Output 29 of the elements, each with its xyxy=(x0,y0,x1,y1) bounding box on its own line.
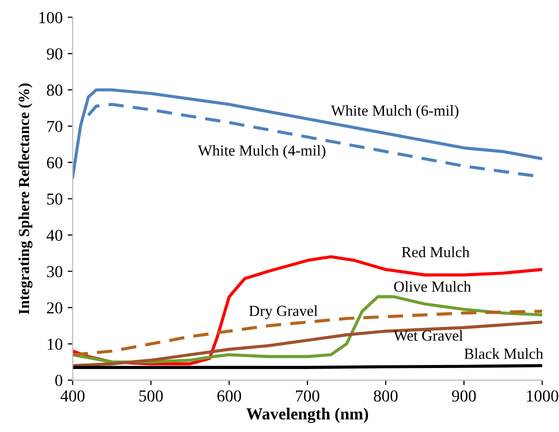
series-label: Wet Gravel xyxy=(394,330,463,341)
y-tick-label: 70 xyxy=(47,120,62,132)
x-tick-label: 400 xyxy=(60,390,85,402)
y-tick-label: 10 xyxy=(48,338,62,350)
series-label: Black Mulch xyxy=(464,348,544,359)
x-tick-label: 1000 xyxy=(527,390,558,402)
x-tick-label: 900 xyxy=(452,390,476,402)
y-tick-label: 60 xyxy=(46,157,62,168)
line-series xyxy=(72,88,542,178)
x-tick-label: 700 xyxy=(296,390,320,402)
y-tick-label: 0 xyxy=(55,374,62,386)
series-label: White Mulch (6-mil) xyxy=(330,105,458,119)
y-tick-label: 100 xyxy=(39,12,62,24)
y-tick-label: 20 xyxy=(47,302,62,314)
y-tick-label: 50 xyxy=(47,193,62,205)
series-label: Red Mulch xyxy=(402,246,470,258)
x-tick-label: 800 xyxy=(374,390,398,402)
y-tick-label: 30 xyxy=(47,266,62,278)
y-tick-label: 90 xyxy=(46,48,62,60)
x-tick-label: 500 xyxy=(139,390,163,402)
series-label: Dry Gravel xyxy=(249,305,318,320)
series-label: White Mulch (4-mil) xyxy=(198,144,326,159)
y-axis-title: Integrating Sphere Reflectance (%) xyxy=(18,83,32,314)
y-tick-label: 80 xyxy=(46,84,62,96)
x-tick-label: 600 xyxy=(217,390,242,402)
x-axis-title: Wavelength (nm) xyxy=(246,408,368,424)
y-tick-label: 40 xyxy=(46,230,62,241)
series-label: Olive Mulch xyxy=(394,281,471,292)
line-series xyxy=(72,320,542,368)
